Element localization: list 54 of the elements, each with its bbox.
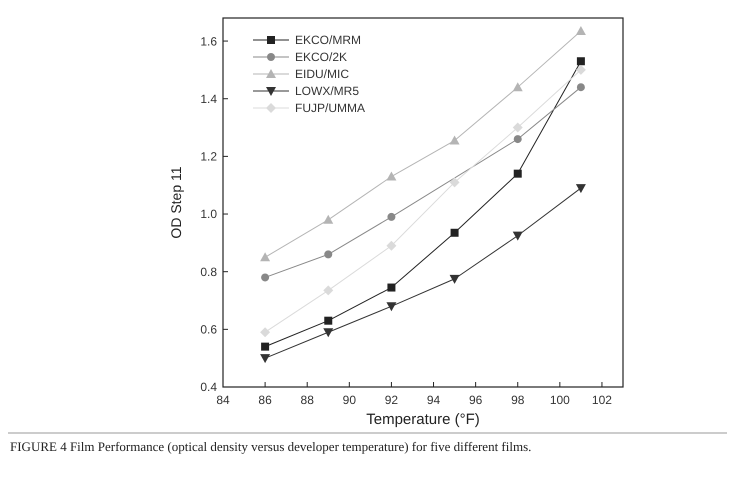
point [387, 212, 396, 221]
point [450, 274, 460, 284]
caption: FIGURE 4 Film Performance (optical density versus developer temperature) for five different films. [10, 438, 532, 455]
y-axis-title: OD Step 11 [168, 166, 184, 239]
legend-label: EKCO/MRM [295, 33, 362, 48]
point [514, 135, 522, 144]
point [512, 82, 523, 92]
y-tick-label: 1.2 [200, 150, 218, 164]
x-tick-label: 96 [468, 393, 483, 407]
y-tick-label: 1.0 [200, 207, 218, 222]
point [576, 64, 586, 75]
point [386, 240, 396, 251]
point [576, 83, 585, 92]
x-tick-label: 94 [426, 393, 441, 407]
point [324, 316, 332, 325]
point [576, 26, 586, 35]
point [450, 136, 460, 145]
x-tick-label: 84 [216, 393, 230, 407]
point [386, 172, 396, 181]
x-tick-label: 88 [300, 393, 314, 407]
point [323, 328, 334, 338]
y-tick-label: 1.6 [200, 34, 218, 48]
x-tick-label: 98 [511, 393, 525, 407]
legend-label: EIDU/MIC [295, 67, 350, 82]
point [512, 122, 523, 133]
point [323, 214, 334, 224]
legend-label: FUJP/UMMA [295, 101, 365, 116]
point [260, 327, 270, 338]
x-tick-label: 92 [384, 393, 398, 407]
x-axis-title: Temperature (°F) [366, 411, 480, 428]
y-tick-label: 0.4 [200, 380, 218, 394]
point [387, 284, 396, 292]
x-tick-label: 86 [258, 393, 272, 407]
point [260, 252, 270, 262]
point [261, 273, 270, 282]
x-tick-label: 102 [592, 393, 612, 407]
point [512, 232, 523, 241]
x-tick-label: 100 [550, 393, 570, 407]
y-tick-label: 1.4 [200, 92, 218, 106]
point [386, 302, 396, 312]
point [576, 57, 585, 66]
y-tick-label: 0.6 [200, 322, 218, 337]
legend-label: EKCO/2K [295, 50, 348, 64]
y-tick-label: 0.8 [200, 264, 218, 279]
point [514, 170, 522, 178]
point [261, 342, 270, 351]
x-tick-label: 90 [342, 393, 356, 407]
point [450, 228, 459, 237]
point [576, 184, 586, 194]
point [260, 354, 270, 364]
point [450, 177, 460, 188]
point [324, 250, 332, 258]
point [323, 285, 334, 296]
legend-label: LOWX/MR5 [295, 84, 360, 98]
